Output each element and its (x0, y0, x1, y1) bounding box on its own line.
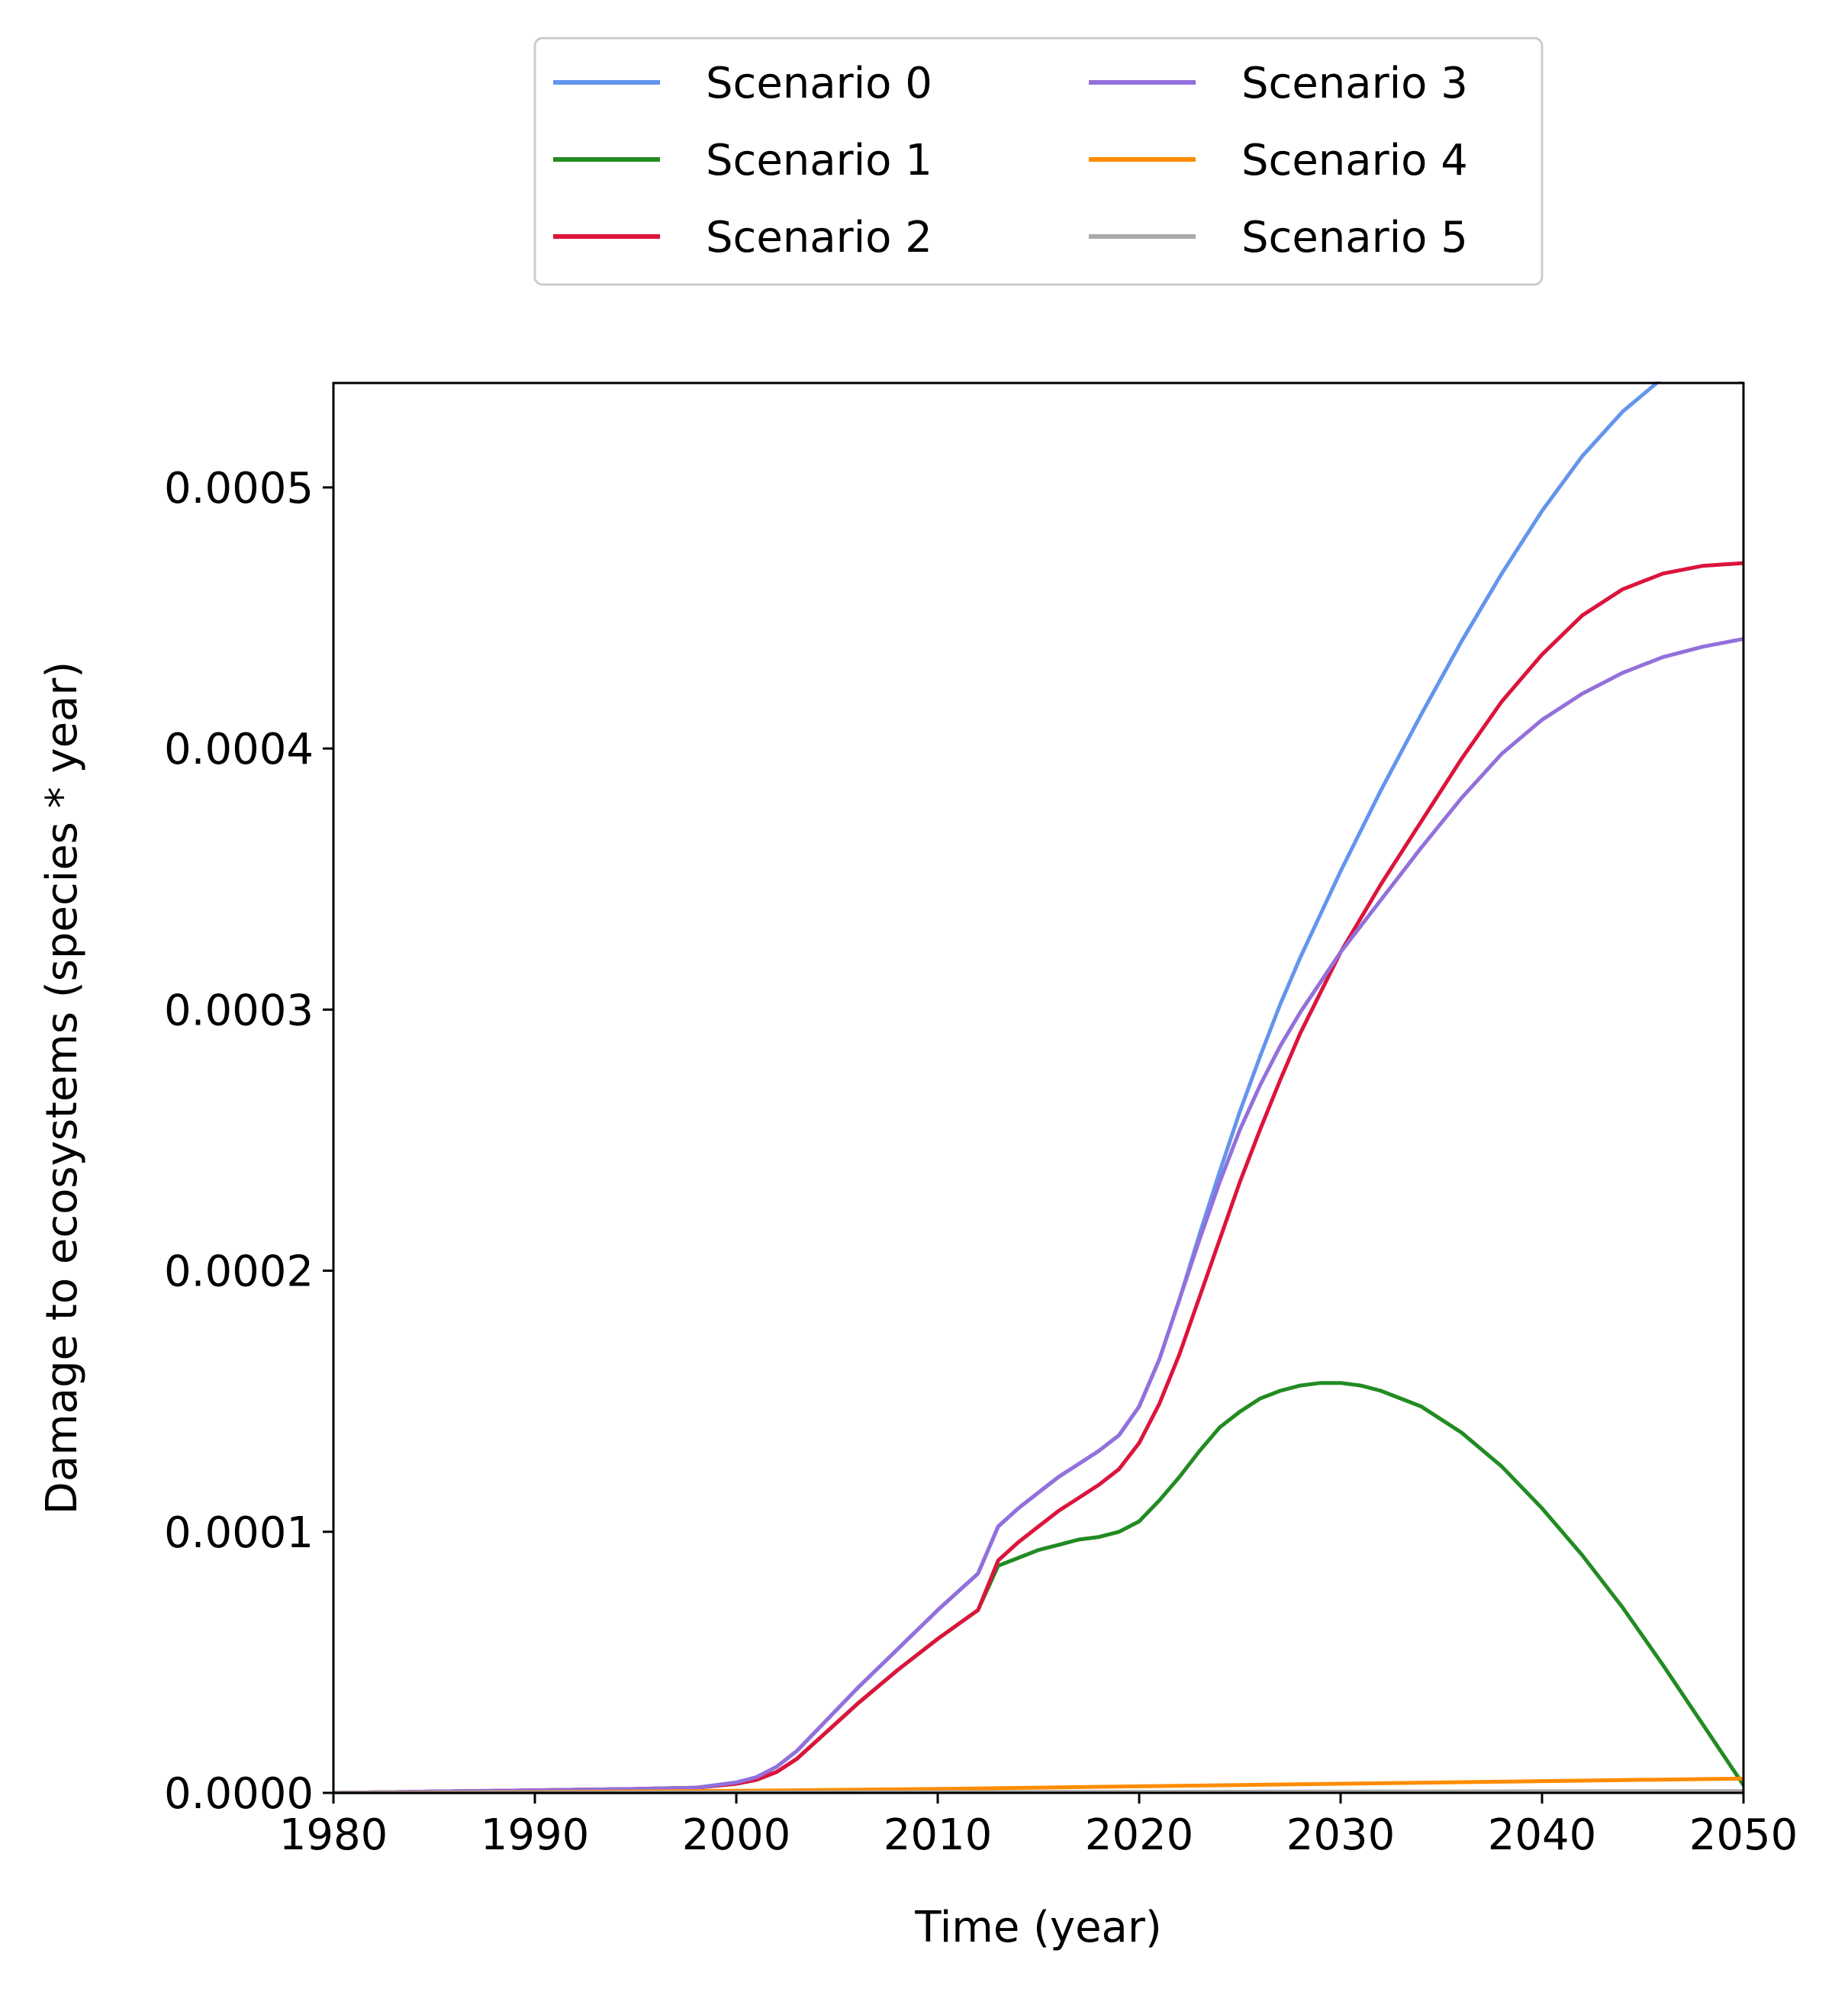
y-tick-label: 0.0000 (164, 1769, 314, 1819)
series-line-scenario-0 (333, 381, 1743, 1794)
y-axis-label: Damage to ecosystems (species * year) (37, 661, 87, 1514)
x-tick-label: 2050 (1689, 1810, 1798, 1860)
legend-label-scenario-3: Scenario 3 (1241, 59, 1468, 108)
y-tick-label: 0.0005 (164, 464, 314, 513)
plot-area: 1980 1990 2000 2010 2020 2030 2040 2050 0.00000… (164, 381, 1798, 1860)
series-line-scenario-3 (333, 636, 1743, 1794)
y-tick-label: 0.0001 (164, 1508, 314, 1558)
legend-box (533, 37, 1544, 286)
y-tick-label: 0.0002 (164, 1247, 314, 1297)
legend-label-scenario-5: Scenario 5 (1241, 213, 1468, 262)
legend: Scenario 0 Scenario 1 Scenario 2 Scenario 3… (533, 37, 1544, 286)
series-line-scenario-2 (333, 561, 1743, 1794)
series-line-scenario-1 (333, 1381, 1743, 1794)
x-tick-label: 2010 (884, 1810, 993, 1860)
y-tick-label: 0.0003 (164, 986, 314, 1035)
legend-label-scenario-0: Scenario 0 (706, 59, 932, 108)
legend-entries: Scenario 0 Scenario 1 Scenario 2 Scenario 3… (553, 59, 1468, 262)
x-axis-label: Time (year) (914, 1903, 1161, 1952)
y-tick-label: 0.0004 (164, 725, 314, 774)
x-tick-label: 2030 (1286, 1810, 1396, 1860)
axes-frame (332, 381, 1745, 1794)
x-tick-label: 2020 (1085, 1810, 1194, 1860)
x-tick-label: 2000 (682, 1810, 791, 1860)
legend-label-scenario-1: Scenario 1 (706, 136, 932, 185)
x-axis: 1980 1990 2000 2010 2020 2030 2040 2050 (279, 1793, 1798, 1860)
legend-label-scenario-4: Scenario 4 (1241, 136, 1468, 185)
x-tick-label: 1980 (279, 1810, 388, 1860)
y-axis: 0.0000 0.0001 0.0002 0.0003 0.0004 0.0005 (164, 464, 333, 1819)
series-layer (333, 381, 1743, 1794)
x-tick-label: 1990 (481, 1810, 590, 1860)
legend-label-scenario-2: Scenario 2 (706, 213, 932, 262)
x-tick-label: 2040 (1488, 1810, 1597, 1860)
